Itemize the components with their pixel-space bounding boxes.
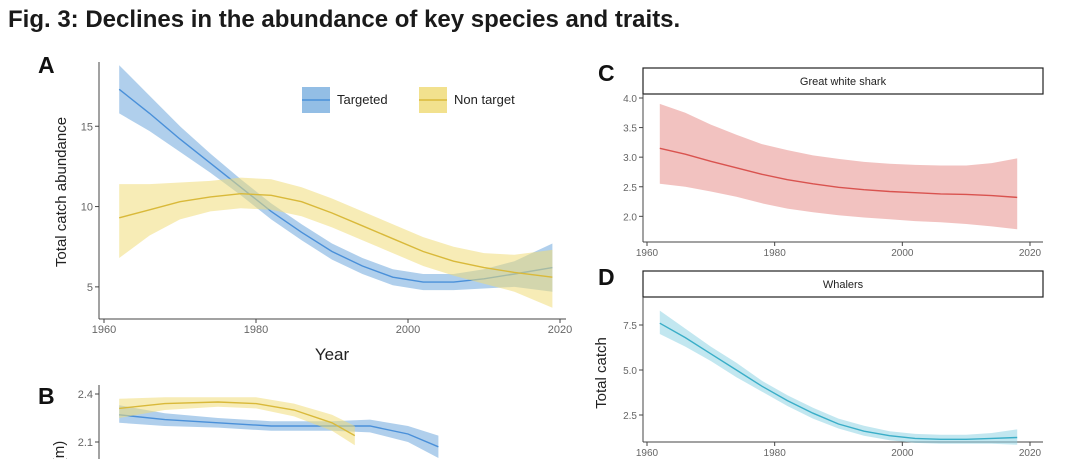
panel-d-ytick-label-1: 5.0 [623,366,637,377]
panel-c-ci-band-0 [659,103,1018,230]
panel-a-ytick-label-1: 10 [81,202,93,214]
panel-a-ytick-label-0: 5 [87,282,93,294]
panel-d-ytick-label-0: 2.5 [623,411,637,422]
panel-b-letter: B [38,383,55,409]
panel-d-xtick-label-3: 2020 [1019,448,1042,459]
panel-a-xtick-label-0: 1960 [92,324,116,336]
panel-d-line-0 [659,322,1018,440]
panel-c-xtick-label-3: 2020 [1019,248,1042,259]
panel-a-xtick-label-2: 2000 [396,324,420,336]
panel-c-xtick-label-2: 2000 [891,248,914,259]
panel-c-line-0 [659,147,1018,199]
panel-c-ytick-label-1: 2.5 [623,183,637,194]
panel-a-ytick-label-2: 15 [81,121,93,133]
panel-b-line-1 [119,401,356,437]
panel-a-ci-band-1 [119,177,553,308]
panel-c-letter: C [598,60,615,86]
panel-b-ytick-label-0: 2.4 [78,389,93,401]
panel-b-ytick-label-1: 2.1 [78,437,93,449]
panel-d-ylabel: Total catch [593,337,610,409]
panel-b-series-1 [119,397,356,446]
panel-d-strip-title: Whalers [823,279,864,291]
panel-c-xtick-label-0: 1960 [636,248,659,259]
panel-d-ytick-label-2: 7.5 [623,321,637,332]
figure-title: Fig. 3: Declines in the abundance of key… [8,6,681,33]
panel-b-ci-band-1 [119,397,355,446]
panel-a-xtick-label-1: 1980 [244,324,268,336]
panel-b-ylabel: (m) [51,441,68,459]
panel-b-line-0 [119,414,439,448]
panel-c-strip-title: Great white shark [800,76,887,88]
panel-c-ytick-label-2: 3.0 [623,153,637,164]
panel-d-series-0 [659,310,1018,445]
panel-a-letter: A [38,52,55,78]
panel-c-strip [642,67,1044,95]
panel-a-xlabel: Year [315,345,350,364]
panel-d-strip [642,270,1044,298]
panel-d-letter: D [598,264,615,290]
panel-b-series-0 [119,405,439,458]
panel-c-xtick-label-1: 1980 [764,248,787,259]
panel-c-ytick-label-4: 4.0 [623,94,637,105]
panel-d-xtick-label-2: 2000 [891,448,914,459]
panel-a-series-1 [119,177,553,308]
panel-d-xtick-label-0: 1960 [636,448,659,459]
panel-a-xtick-label-3: 2020 [548,324,572,336]
panel-d-xtick-label-1: 1980 [764,448,787,459]
panel-c-series-0 [659,103,1018,230]
panel-a-line-1 [119,192,553,278]
panel-b-ci-band-0 [119,405,439,458]
panel-c-ytick-label-3: 3.5 [623,124,637,135]
panel-a-ylabel: Total catch abundance [53,117,70,267]
legend-label-targeted: Targeted [337,92,388,107]
panel-c-ytick-label-0: 2.0 [623,212,637,223]
legend-label-non-target: Non target [454,92,515,107]
